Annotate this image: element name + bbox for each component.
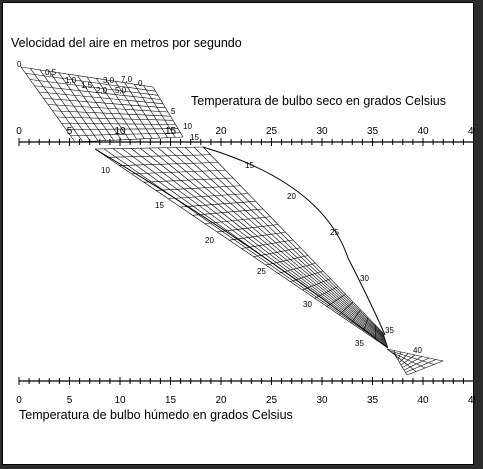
lower-grid-label: 30 [303,300,312,309]
upper-grid-line [25,72,156,92]
tick-label: 0 [16,126,22,137]
tick-label: 20 [215,126,227,137]
lower-grid-label: 25 [257,267,266,276]
upper-grid-label: 10 [183,122,192,131]
effective-temperature-grid [94,146,444,376]
air-speed-label: 7,0 [121,75,133,84]
tick-label: 15 [165,126,177,137]
lower-grid-label: 15 [155,201,164,210]
lower-grid-label: 10 [101,166,110,175]
dry-bulb-ticks [18,138,474,146]
upper-grid-line [61,122,176,125]
tick-label: 10 [114,395,126,406]
lower-grid-line [131,169,226,175]
tail-grid-line [386,348,444,362]
tick-label: 0 [16,395,22,406]
air-speed-label: 2,0 [96,86,108,95]
air-speed-label: 0 [17,60,22,69]
lower-grid-line [217,224,279,233]
lower-grid-line [107,154,211,158]
nomogram-figure: Velocidad del aire en metros por segundo… [11,36,475,422]
lower-grid-line [94,146,204,150]
tick-label: 35 [367,395,379,406]
upper-grid-line [34,85,161,100]
lower-grid-label: 40 [413,346,422,355]
lower-grid-line [156,185,241,191]
tick-label: 5 [67,126,73,137]
upper-grid-line [47,104,169,113]
dry-bulb-scale: 0 5 10 15 20 25 30 35 40 45 [16,126,475,146]
air-speed-label: 1,0 [65,76,77,85]
upper-grid-line [43,97,166,109]
upper-grid-line [65,128,179,130]
upper-grid-line [70,132,181,137]
tick-label: 45 [468,126,475,137]
tick-label: 45 [468,395,475,406]
tail-grid-line [394,354,408,376]
upper-grid-line [52,110,171,117]
upper-grid-line [38,91,164,104]
tick-label: 35 [367,126,379,137]
nomogram-panel: Velocidad del aire en metros por segundo… [2,2,475,465]
dry-bulb-title: Temperatura de bulbo seco en grados Cels… [191,94,446,108]
tick-label: 30 [316,395,328,406]
lower-grid-label: 20 [205,236,214,245]
dry-bulb-tick-labels: 0 5 10 15 20 25 30 35 40 45 [16,126,475,137]
lower-grid-outline [94,146,389,349]
lower-grid-label: 35 [385,326,394,335]
wet-bulb-ticks [18,377,474,385]
wet-bulb-tick-labels: 0 5 10 15 20 25 30 35 40 45 [16,395,475,406]
upper-grid-label: 5 [171,107,176,116]
wet-bulb-scale: 0 5 10 15 20 25 30 35 40 45 [16,377,475,406]
tick-label: 40 [417,126,429,137]
lower-grid-line [229,231,286,241]
air-speed-labels: 0 0,5 1,0 1,5 2,0 3,0 5,0 7,0 0 [17,60,143,95]
upper-grid-line [20,66,154,88]
air-speed-label: 0 [138,79,143,88]
air-speed-label: 1,5 [81,81,93,90]
tick-label: 15 [165,395,177,406]
lower-grid-line [192,208,264,216]
tail-grid-line [390,351,426,369]
upper-grid-line [29,79,159,96]
tail-grid-line [392,353,417,372]
tail-grid-line [388,350,435,365]
lower-grid-line [363,317,369,332]
lower-grid-label: 20 [287,192,296,201]
tick-label: 10 [114,126,126,137]
lower-grid-line [204,216,271,224]
air-speed-label: 0,5 [45,68,57,77]
lower-grid-line [143,177,234,183]
tick-label: 20 [215,395,227,406]
tick-label: 5 [67,395,73,406]
wet-bulb-title: Temperatura de bulbo húmedo en grados Ce… [19,408,293,422]
lower-grid-right-labels: 15 20 25 30 35 40 [245,161,422,355]
tick-label: 30 [316,126,328,137]
lower-grid-label: 30 [360,274,369,283]
air-speed-label: 3,0 [103,76,115,85]
upper-grid-line [56,116,174,121]
lower-grid-line [180,200,256,208]
tick-label: 25 [266,126,278,137]
tick-label: 25 [266,395,278,406]
tick-label: 40 [417,395,429,406]
upper-grid-line [74,136,184,143]
lower-grid-label: 35 [355,339,364,348]
upper-air-speed-grid [20,66,184,143]
lower-grid-label: 25 [330,228,339,237]
air-speed-label: 5,0 [115,86,127,95]
lower-grid-left-labels: 10 15 20 25 30 35 [101,166,364,348]
upper-grid-labels: 5 10 15 [171,107,199,142]
upper-grid-label: 15 [190,133,199,142]
air-speed-title: Velocidad del aire en metros por segundo [11,36,242,50]
lower-grid-label: 15 [245,161,254,170]
lower-grid-line [382,332,389,349]
lower-grid-line [119,162,219,166]
lower-grid-line [168,193,249,200]
